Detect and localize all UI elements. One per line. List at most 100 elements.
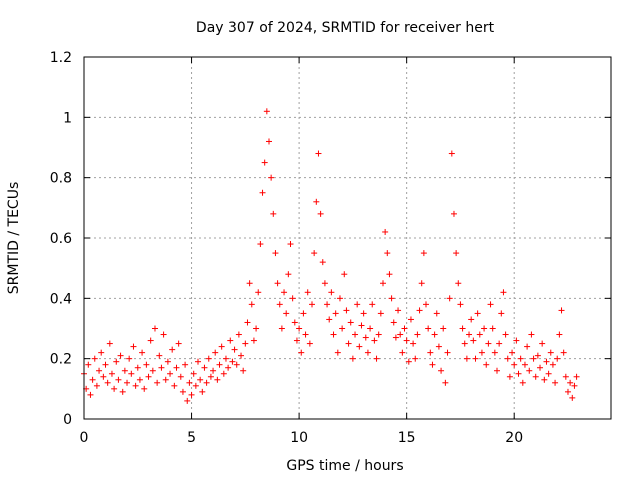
data-point [352,331,359,338]
data-point [154,379,161,386]
data-point [235,331,242,338]
data-point [179,388,186,395]
data-point [98,349,105,356]
data-point [106,340,113,347]
data-point [91,355,98,362]
data-point [450,210,457,217]
data-point [466,331,473,338]
data-point [541,376,548,383]
data-point [298,349,305,356]
data-point [438,367,445,374]
data-point [199,388,206,395]
data-point [384,250,391,257]
data-point [349,355,356,362]
data-point [345,340,352,347]
data-point [442,379,449,386]
data-point [339,325,346,332]
data-point [552,379,559,386]
data-point [240,367,247,374]
data-point [173,364,180,371]
data-point [341,271,348,278]
y-tick-label: 1.2 [50,50,72,66]
data-point [171,382,178,389]
y-tick-label: 0.8 [50,171,72,187]
data-point [216,361,223,368]
data-point [554,355,561,362]
data-point [214,376,221,383]
data-point [425,325,432,332]
data-point [481,325,488,332]
data-point [113,358,120,365]
data-point [246,280,253,287]
data-point [332,310,339,317]
data-point [410,340,417,347]
data-point [388,295,395,302]
data-point [498,310,505,317]
data-point [414,331,421,338]
data-point [347,319,354,326]
x-tick-label: 5 [187,430,196,446]
data-point [160,331,167,338]
data-point [567,379,574,386]
data-point [149,367,156,374]
data-point [184,397,191,404]
data-point [558,307,565,314]
data-point [242,340,249,347]
data-point [496,340,503,347]
data-point [182,361,189,368]
data-point [291,319,298,326]
data-point [212,349,219,356]
data-point [162,376,169,383]
data-point [136,376,143,383]
data-point [169,346,176,353]
data-point [478,349,485,356]
data-point [401,325,408,332]
data-point [167,370,174,377]
data-point [175,340,182,347]
data-point [543,358,550,365]
data-point [265,138,272,145]
data-point [250,337,257,344]
data-point [431,331,438,338]
data-point [375,331,382,338]
data-point [502,331,509,338]
data-point [274,280,281,287]
plot-frame [83,56,612,420]
data-point [405,358,412,365]
y-tick-label: 0.2 [50,352,72,368]
data-point [158,364,165,371]
data-point [87,391,94,398]
data-point [455,280,462,287]
y-tick-label: 0.6 [50,231,72,247]
data-point [373,355,380,362]
data-point [108,370,115,377]
data-point [276,301,283,308]
data-point [461,340,468,347]
data-point [412,355,419,362]
data-points [81,108,580,404]
data-point [296,325,303,332]
grid [84,57,611,419]
data-point [186,379,193,386]
data-point [100,373,107,380]
data-point [319,259,326,266]
data-point [231,346,238,353]
data-point [143,361,150,368]
data-point [506,373,513,380]
data-point [356,343,363,350]
data-point [446,295,453,302]
data-point [315,150,322,157]
data-point [210,367,217,374]
data-point [115,376,122,383]
data-point [313,198,320,205]
data-point [367,325,374,332]
data-point [519,379,526,386]
data-point [317,210,324,217]
data-point [416,307,423,314]
data-point [407,316,414,323]
data-point [476,331,483,338]
data-point [474,310,481,317]
data-point [534,352,541,359]
y-tick-label: 0 [63,412,72,428]
x-tick-label: 0 [80,430,89,446]
